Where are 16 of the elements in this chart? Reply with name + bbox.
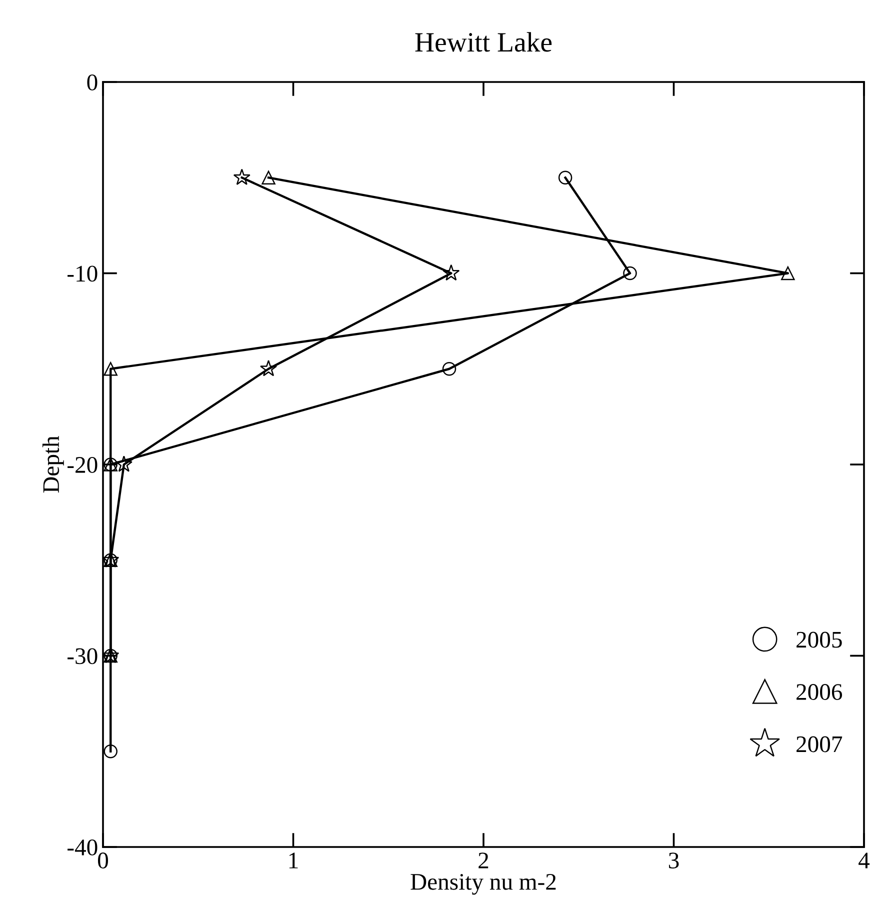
x-tick-label: 3 [668, 852, 679, 868]
x-tick-label: 0 [98, 852, 108, 868]
y-tick-label: -20 [68, 456, 98, 473]
legend-label: 2005 [796, 632, 842, 648]
legend-label: 2006 [796, 684, 842, 700]
x-tick-label: 1 [289, 852, 298, 868]
y-tick-label: 0 [87, 74, 98, 90]
y-tick-label: -40 [68, 839, 98, 856]
x-tick-label: 2 [478, 852, 488, 868]
y-tick-label: -30 [68, 648, 98, 664]
y-tick-label: -10 [68, 266, 98, 282]
legend-label: 2007 [796, 736, 842, 752]
chart-title: Hewitt Lake [415, 32, 552, 52]
x-tick-label: 4 [858, 852, 870, 868]
y-axis-title: Depth [42, 436, 64, 493]
x-axis-title: Density nu m-2 [410, 874, 556, 895]
